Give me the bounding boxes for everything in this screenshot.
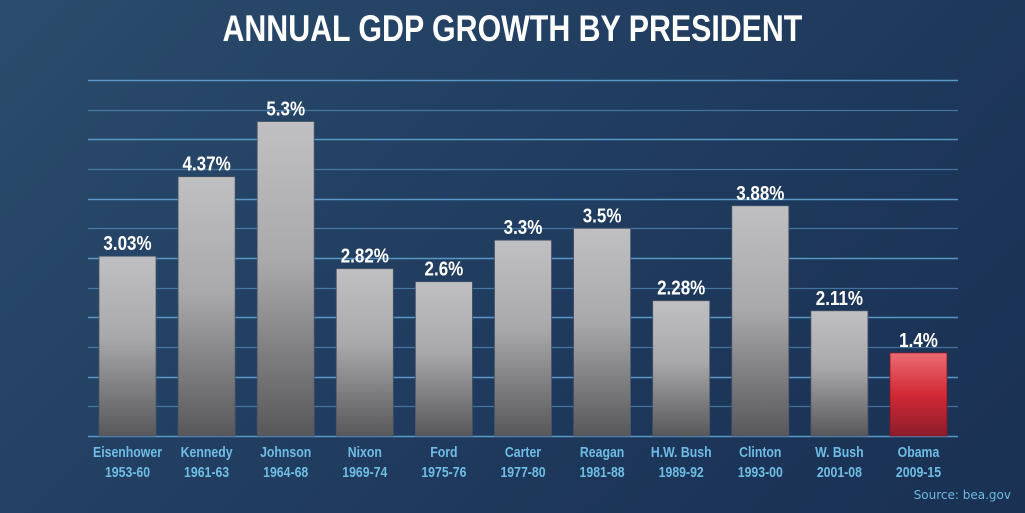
category-label-years: 2009-15 bbox=[896, 464, 941, 480]
bar-h-w-bush bbox=[652, 300, 711, 437]
category-label-years: 1969-74 bbox=[342, 464, 387, 480]
category-label-name: Eisenhower bbox=[93, 444, 163, 460]
bar-ford bbox=[414, 281, 473, 437]
data-label: 3.5% bbox=[583, 204, 622, 227]
category-label-name: W. Bush bbox=[815, 444, 863, 460]
category-label-name: Reagan bbox=[580, 444, 624, 460]
data-label: 2.28% bbox=[657, 276, 705, 299]
source-note: Source: bea.gov bbox=[913, 488, 1011, 502]
category-label-name: Clinton bbox=[739, 444, 781, 460]
bar-nixon bbox=[335, 268, 394, 437]
bar-obama bbox=[889, 352, 948, 437]
bar-johnson bbox=[256, 121, 315, 437]
bar-reagan bbox=[573, 227, 631, 437]
data-label: 3.3% bbox=[504, 216, 543, 239]
category-label-years: 1961-63 bbox=[184, 464, 229, 480]
bar-w-bush bbox=[810, 310, 869, 437]
category-label-name: H.W. Bush bbox=[651, 444, 712, 460]
category-label-years: 1975-76 bbox=[421, 464, 466, 480]
data-labels: 3.03% 4.37% 5.3% 2.82% 2.6% 3.3% 3.5% 2.28% 3.88… bbox=[103, 97, 937, 351]
category-label-years: 1989-92 bbox=[659, 464, 704, 480]
bar-kennedy bbox=[177, 176, 236, 437]
category-label-name: Kennedy bbox=[181, 444, 233, 460]
category-label-years: 1953-60 bbox=[105, 464, 150, 480]
chart-title: ANNUAL GDP GROWTH BY PRESIDENT bbox=[222, 8, 803, 49]
bar-carter bbox=[494, 239, 552, 437]
data-label: 4.37% bbox=[183, 152, 231, 175]
category-label-name: Ford bbox=[430, 444, 457, 460]
data-label: 2.11% bbox=[816, 286, 863, 309]
category-label-name: Nixon bbox=[348, 444, 382, 460]
category-labels: Eisenhower 1953-60 Kennedy 1961-63 Johnson 19… bbox=[93, 444, 941, 480]
category-label-years: 2001-08 bbox=[817, 464, 862, 480]
category-label-name: Carter bbox=[505, 444, 542, 460]
data-label: 1.4% bbox=[899, 329, 938, 352]
bars bbox=[98, 121, 948, 437]
category-label-name: Obama bbox=[898, 444, 940, 460]
category-label-years: 1981-88 bbox=[580, 464, 625, 480]
category-label-years: 1993-00 bbox=[738, 464, 783, 480]
data-label: 2.6% bbox=[425, 257, 464, 280]
data-label: 5.3% bbox=[266, 97, 305, 120]
bar-clinton bbox=[731, 205, 790, 437]
data-label: 2.82% bbox=[341, 244, 389, 267]
data-label: 3.03% bbox=[103, 232, 151, 255]
category-label-years: 1977-80 bbox=[500, 464, 545, 480]
data-label: 3.88% bbox=[736, 181, 784, 204]
category-label-name: Johnson bbox=[260, 444, 311, 460]
bar-eisenhower bbox=[98, 255, 157, 437]
category-label-years: 1964-68 bbox=[263, 464, 308, 480]
